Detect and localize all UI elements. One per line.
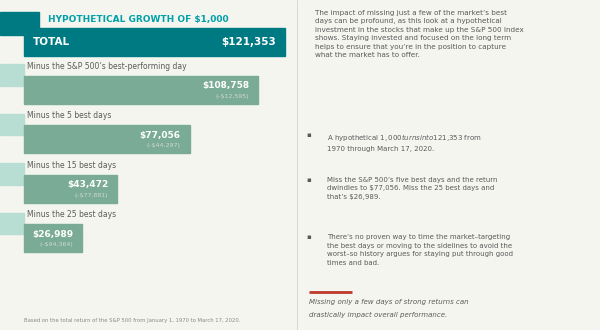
Bar bbox=[24, 125, 190, 153]
Polygon shape bbox=[0, 213, 24, 234]
Text: $43,472: $43,472 bbox=[67, 180, 109, 189]
Bar bbox=[24, 224, 82, 252]
Text: (–$77,881): (–$77,881) bbox=[75, 193, 109, 198]
Text: $26,989: $26,989 bbox=[32, 230, 73, 239]
Text: Minus the 15 best days: Minus the 15 best days bbox=[27, 161, 116, 170]
Text: $108,758: $108,758 bbox=[202, 81, 249, 90]
Text: Miss the S&P 500’s five best days and the return
dwindles to $77,056. Miss the 2: Miss the S&P 500’s five best days and th… bbox=[328, 177, 498, 200]
Text: HYPOTHETICAL GROWTH OF $1,000: HYPOTHETICAL GROWTH OF $1,000 bbox=[47, 15, 228, 24]
Text: Based on the total return of the S&P 500 from January 1, 1970 to March 17, 2020.: Based on the total return of the S&P 500… bbox=[24, 318, 240, 323]
Text: $77,056: $77,056 bbox=[140, 131, 181, 140]
Text: Minus the 25 best days: Minus the 25 best days bbox=[27, 211, 116, 219]
Text: The impact of missing just a few of the market’s best
days can be profound, as t: The impact of missing just a few of the … bbox=[315, 10, 524, 58]
Text: (–$12,595): (–$12,595) bbox=[215, 94, 249, 99]
Text: drastically impact overall performance.: drastically impact overall performance. bbox=[309, 312, 448, 318]
Polygon shape bbox=[0, 114, 24, 135]
Text: Minus the 5 best days: Minus the 5 best days bbox=[27, 112, 111, 120]
Text: INVESTED IN US STOCKS IN 1970: INVESTED IN US STOCKS IN 1970 bbox=[47, 31, 215, 40]
Text: (–$94,364): (–$94,364) bbox=[39, 242, 73, 247]
Text: ▪: ▪ bbox=[306, 234, 311, 240]
Text: TOTAL: TOTAL bbox=[32, 37, 70, 47]
Text: There’s no proven way to time the market–targeting
the best days or moving to th: There’s no proven way to time the market… bbox=[328, 234, 513, 266]
Bar bbox=[24, 28, 285, 56]
Text: Minus the S&P 500’s best-performing day: Minus the S&P 500’s best-performing day bbox=[27, 62, 187, 71]
Text: ▪: ▪ bbox=[306, 132, 311, 138]
Bar bbox=[24, 76, 258, 104]
Text: Missing only a few days of strong returns can: Missing only a few days of strong return… bbox=[309, 299, 469, 305]
Bar bbox=[24, 175, 118, 203]
Polygon shape bbox=[0, 64, 24, 86]
Text: A hypothetical $1,000 turns into $121,353 from
1970 through March 17, 2020.: A hypothetical $1,000 turns into $121,35… bbox=[328, 132, 482, 151]
Text: ▪: ▪ bbox=[306, 177, 311, 182]
Text: (–$44,297): (–$44,297) bbox=[147, 143, 181, 148]
Polygon shape bbox=[0, 163, 24, 185]
Text: $121,353: $121,353 bbox=[221, 37, 276, 47]
FancyArrow shape bbox=[0, 12, 38, 35]
